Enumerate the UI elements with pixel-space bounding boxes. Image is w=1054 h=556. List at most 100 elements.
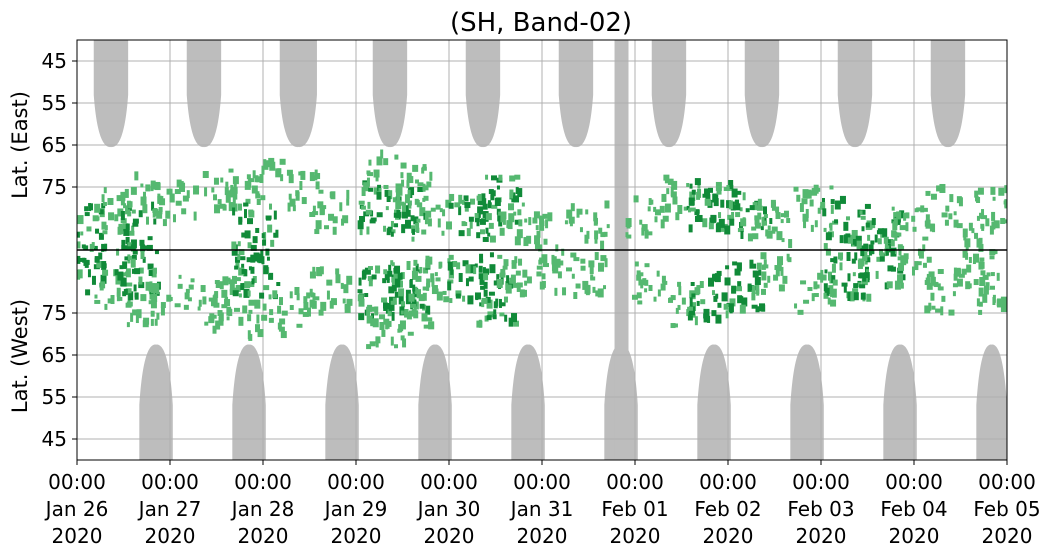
activity-cell [102,230,108,235]
activity-cell [754,215,760,221]
activity-cell [265,248,270,256]
activity-cell [979,277,986,287]
activity-cell [383,225,387,232]
activity-cell [483,212,489,218]
activity-cell [794,303,798,309]
activity-cluster [211,177,255,326]
activity-cell [220,177,224,183]
activity-cell [390,260,394,266]
activity-cell [177,283,183,289]
activity-cell [580,265,586,271]
no-data-region-east [93,40,129,148]
activity-cell [128,291,134,301]
activity-cell [715,293,719,299]
activity-cell [126,322,130,328]
activity-cell [367,304,373,312]
activity-cell [952,283,958,288]
activity-cell [542,263,549,268]
activity-cell [408,200,412,209]
activity-cluster [120,171,161,328]
activity-cell [407,189,411,198]
x-tick-label: 2020 [424,524,475,548]
activity-cell [491,204,498,209]
activity-cell [140,294,147,302]
activity-cell [132,309,138,316]
activity-cell [604,200,610,209]
activity-cell [316,173,321,180]
activity-cell [340,282,344,289]
activity-cell [484,315,489,322]
activity-cell [120,210,125,220]
activity-cell [260,250,264,257]
activity-cell [536,271,542,277]
activity-cell [839,195,846,204]
activity-cell [258,258,263,264]
activity-cell [582,280,589,290]
activity-cell [528,217,532,226]
activity-cell [252,276,257,284]
activity-cell [536,265,543,270]
activity-cell [408,293,415,302]
activity-cell [799,203,804,213]
activity-cell [139,239,145,246]
activity-cell [357,289,363,294]
activity-cell [688,197,695,206]
activity-cell [711,290,715,296]
activity-cell [303,302,309,311]
activity-cell [469,220,473,229]
activity-cell [731,188,738,198]
activity-cell [462,295,466,302]
activity-cell [688,306,695,316]
activity-cell [135,314,139,324]
activity-cell [156,210,163,219]
activity-cell [320,301,327,311]
y-axis-label-east: Lat. (East) [8,91,32,199]
activity-cell [769,218,773,225]
activity-cell [515,187,519,195]
activity-cluster [246,157,288,341]
activity-cell [700,299,706,305]
activity-cell [98,252,103,260]
activity-cell [458,272,463,282]
x-tick-label: 2020 [796,524,847,548]
x-tick-label: 2020 [517,524,568,548]
activity-cell [763,220,768,226]
activity-cell [514,236,521,246]
activity-cell [330,191,336,200]
activity-cell [594,237,598,244]
activity-cell [797,309,804,315]
activity-cell [688,312,692,321]
activity-cell [142,320,149,328]
activity-cell [851,229,858,239]
activity-cell [463,195,469,202]
activity-cell [226,316,230,321]
activity-cell [415,275,422,282]
activity-cell [899,210,905,219]
no-data-region-west [697,344,731,460]
activity-cell [342,298,346,304]
activity-cell [978,243,984,252]
activity-cell [445,199,452,208]
activity-cell [704,188,711,196]
activity-cell [269,309,274,316]
activity-cell [136,309,142,319]
activity-cell [328,213,335,221]
activity-cell [423,324,429,329]
y-axis-label-west: Lat. (West) [8,299,32,413]
activity-cell [694,178,701,186]
activity-cell [508,213,515,223]
activity-cell [558,260,564,266]
activity-cell [275,229,279,238]
activity-cell [534,240,540,250]
activity-cell [242,305,248,314]
activity-cell [714,273,721,283]
activity-cell [361,187,366,197]
activity-cell [167,296,173,301]
activity-cell [438,261,442,269]
activity-cell [394,265,401,274]
activity-cell [692,193,696,201]
activity-cell [393,212,399,218]
y-tick-label-west: 55 [42,385,67,409]
activity-cell [85,289,91,296]
activity-cell [756,205,763,211]
